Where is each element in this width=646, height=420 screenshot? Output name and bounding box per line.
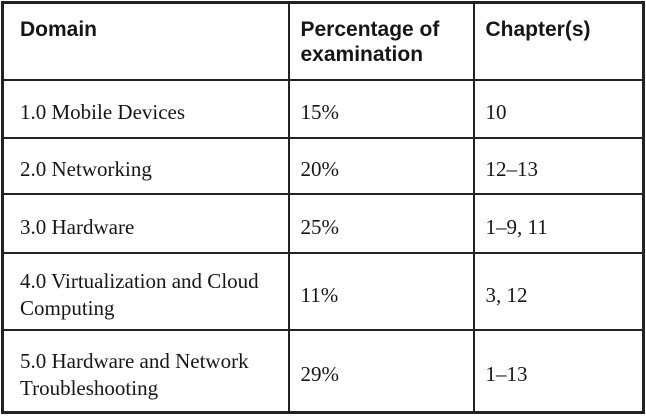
domain-cell: 4.0 Virtualization and Cloud Computing	[1, 251, 290, 331]
column-header-percentage: Percentage of examination	[287, 1, 475, 81]
chapters-cell: 10	[472, 78, 645, 139]
chapters-cell: 12–13	[472, 136, 645, 195]
percentage-cell: 20%	[287, 136, 475, 195]
column-header-chapters: Chapter(s)	[472, 1, 645, 81]
percentage-cell: 11%	[287, 251, 475, 331]
table-row: 4.0 Virtualization and Cloud Computing 1…	[1, 251, 645, 331]
table-row: 2.0 Networking 20% 12–13	[1, 136, 645, 195]
column-header-domain: Domain	[1, 1, 290, 81]
chapters-cell: 3, 12	[472, 251, 645, 331]
percentage-cell: 25%	[287, 192, 475, 254]
table-row: 3.0 Hardware 25% 1–9, 11	[1, 192, 645, 254]
header-row: Domain Percentage of examination Chapter…	[1, 1, 645, 81]
chapters-cell: 1–13	[472, 328, 645, 414]
domain-cell: 1.0 Mobile Devices	[1, 78, 290, 139]
domain-cell: 2.0 Networking	[1, 136, 290, 195]
table-row: 5.0 Hardware and Network Troubleshooting…	[1, 328, 645, 414]
chapters-cell: 1–9, 11	[472, 192, 645, 254]
table-row: 1.0 Mobile Devices 15% 10	[1, 78, 645, 139]
domain-cell: 5.0 Hardware and Network Troubleshooting	[1, 328, 290, 414]
percentage-cell: 29%	[287, 328, 475, 414]
percentage-cell: 15%	[287, 78, 475, 139]
domain-cell: 3.0 Hardware	[1, 192, 290, 254]
